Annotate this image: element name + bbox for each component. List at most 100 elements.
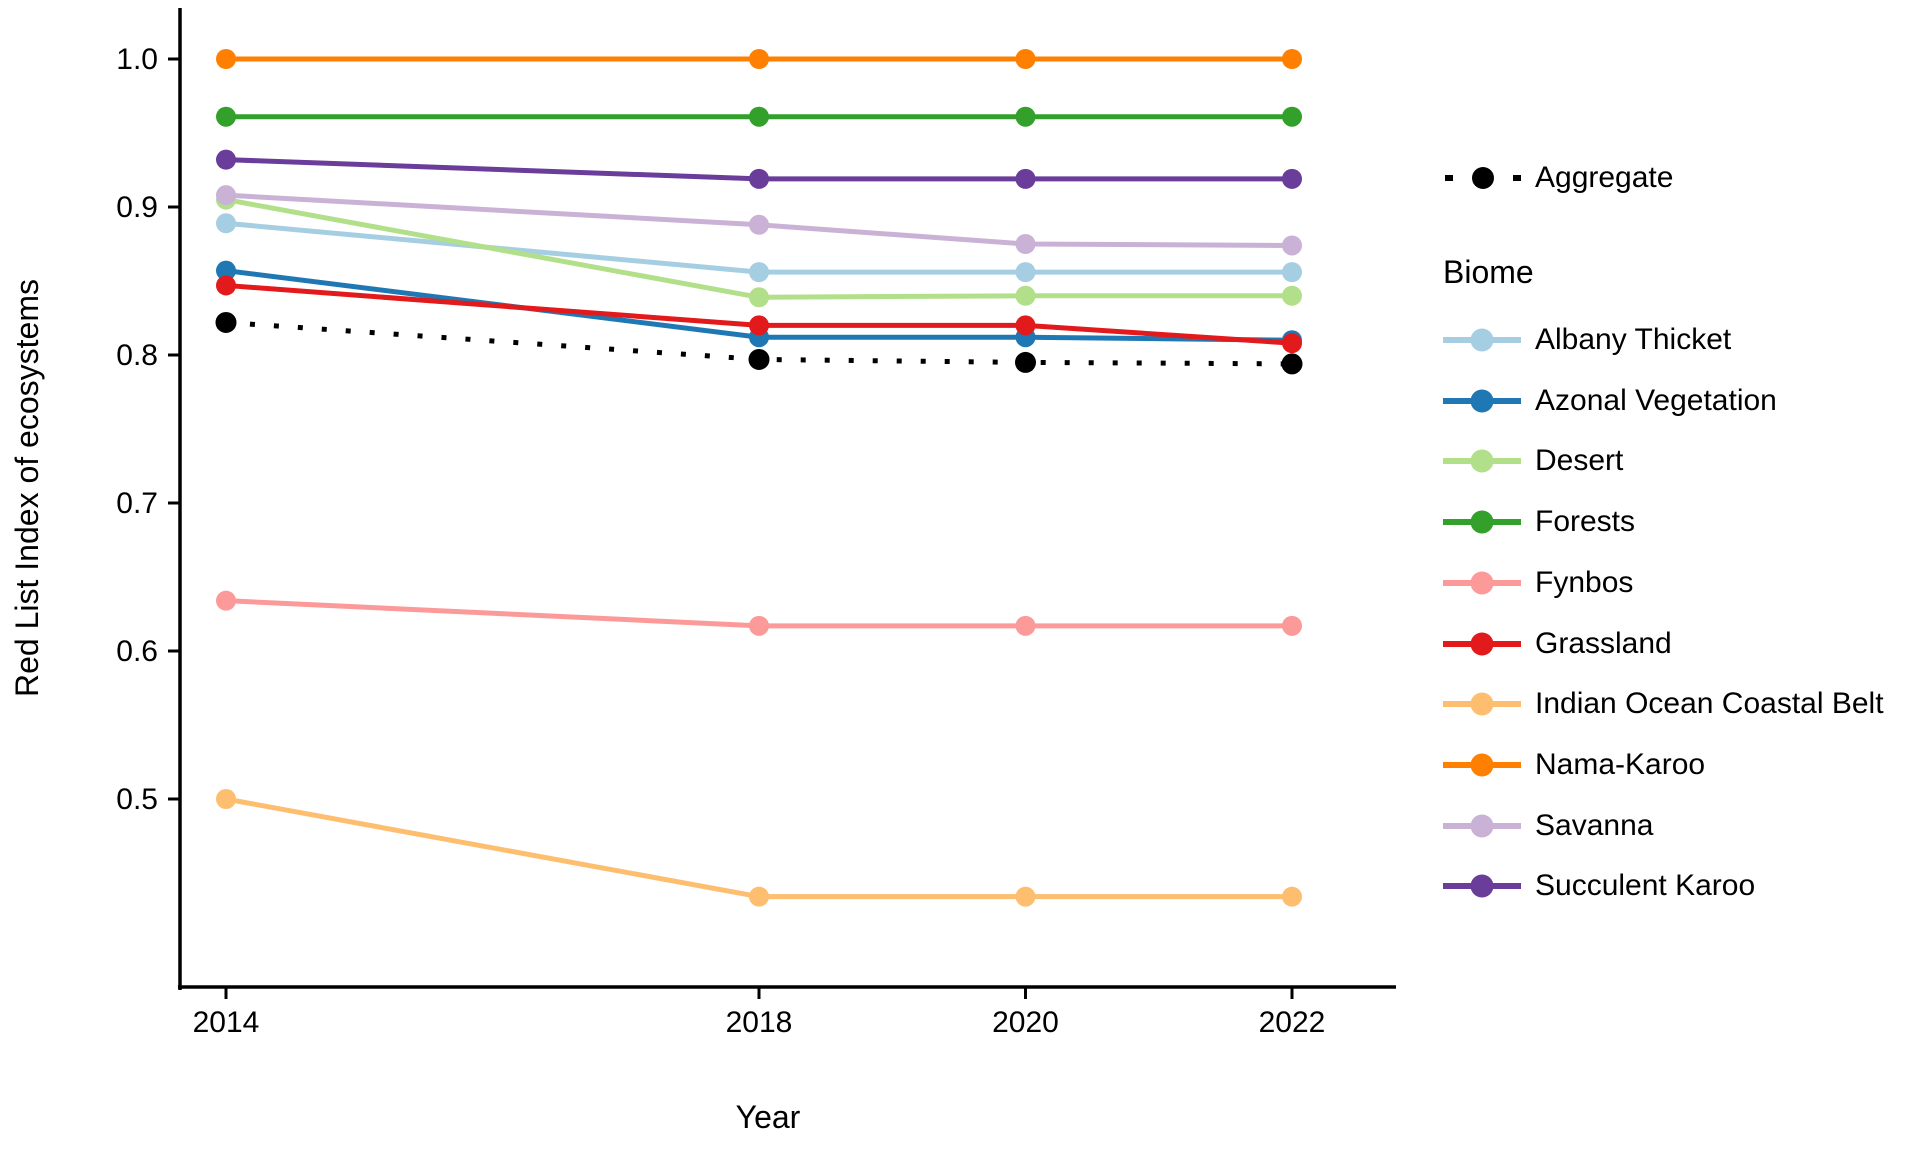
series-points-savanna <box>216 185 1302 256</box>
series-points-fynbos <box>216 590 1302 636</box>
legend-swatch-fynbos-icon <box>1443 571 1521 595</box>
series-points-indian-ocean-coastal-belt <box>216 789 1302 907</box>
legend-swatch-desert-icon <box>1443 449 1521 473</box>
series-points-aggregate <box>215 311 1303 375</box>
data-point <box>216 106 236 127</box>
y-axis-title: Red List Index of ecosystems <box>9 279 45 697</box>
legend-swatch-savanna-icon <box>1443 814 1521 838</box>
legend-key-dot <box>1470 449 1494 473</box>
y-tick-label: 0.7 <box>116 487 158 520</box>
data-point <box>216 590 236 611</box>
data-point <box>1282 333 1302 354</box>
legend-label-indian-ocean-coastal-belt: Indian Ocean Coastal Belt <box>1535 687 1884 721</box>
series-line-grassland <box>225 282 1293 346</box>
y-tick-label: 0.5 <box>116 783 158 816</box>
data-point <box>1015 351 1036 373</box>
legend-item-savanna: Savanna <box>1443 806 1653 846</box>
series-line-desert <box>225 197 1292 300</box>
data-point <box>1015 234 1036 254</box>
data-point <box>1282 615 1302 636</box>
legend-item-indian-ocean-coastal-belt: Indian Ocean Coastal Belt <box>1443 684 1884 724</box>
legend-swatch-indian-ocean-coastal-belt-icon <box>1443 692 1521 716</box>
series-points-albany-thicket <box>216 213 1302 283</box>
legend-swatch-succulent-karoo-icon <box>1443 874 1521 898</box>
data-point <box>1015 285 1036 306</box>
series-line-succulent-karoo <box>225 157 1292 182</box>
legend-label-desert: Desert <box>1535 444 1624 478</box>
data-point <box>749 287 769 308</box>
legend-label-azonal-vegetation: Azonal Vegetation <box>1535 383 1777 417</box>
data-point <box>1015 168 1036 189</box>
legend-key-dot <box>1470 814 1494 838</box>
legend-key-dot <box>1470 510 1494 534</box>
legend-item-aggregate: Aggregate <box>1443 158 1673 198</box>
legend-key-dot <box>1470 753 1494 777</box>
series-points-succulent-karoo <box>216 149 1302 189</box>
data-point <box>1282 168 1302 189</box>
x-axis-title: Year <box>736 1099 801 1135</box>
data-point <box>1015 886 1036 907</box>
legend-item-desert: Desert <box>1443 441 1623 481</box>
legend-item-albany-thicket: Albany Thicket <box>1443 320 1731 360</box>
legend-item-grassland: Grassland <box>1443 624 1672 664</box>
legend-key-dot <box>1470 632 1494 655</box>
legend-swatch-aggregate-icon <box>1445 167 1521 189</box>
series-points-forests <box>216 106 1302 127</box>
legend-title: Biome <box>1443 253 1534 290</box>
legend-item-succulent-karoo: Succulent Karoo <box>1443 866 1755 906</box>
legend-label-aggregate: Aggregate <box>1535 161 1674 194</box>
data-point <box>1282 262 1302 283</box>
series-line-savanna <box>225 192 1293 248</box>
data-point <box>216 49 236 69</box>
x-tick-label: 2020 <box>992 1006 1059 1039</box>
y-tick-label: 0.9 <box>116 191 158 224</box>
data-point <box>216 149 236 170</box>
aggregate-key-dot <box>1472 167 1494 189</box>
data-point <box>1282 886 1302 907</box>
data-point <box>215 311 237 333</box>
series-line-aggregate <box>225 319 1293 367</box>
series-points-nama-karoo <box>216 49 1302 69</box>
legend-key-dot <box>1470 692 1494 716</box>
legend-label-albany-thicket: Albany Thicket <box>1535 323 1732 356</box>
x-tick-label: 2018 <box>726 1006 793 1039</box>
legend-item-fynbos: Fynbos <box>1443 563 1633 603</box>
legend-label-fynbos: Fynbos <box>1535 565 1634 599</box>
legend-swatch-nama-karoo-icon <box>1443 753 1521 777</box>
legend-swatch-azonal-vegetation-icon <box>1443 389 1521 413</box>
data-point <box>749 49 769 69</box>
data-point <box>1282 106 1302 127</box>
data-point <box>1282 235 1302 256</box>
legend-label-nama-karoo: Nama-Karoo <box>1535 747 1706 781</box>
legend-swatch-forests-icon <box>1443 510 1521 534</box>
y-tick-label: 0.8 <box>116 339 158 372</box>
data-point <box>749 262 769 283</box>
data-point <box>1282 49 1302 69</box>
series-line-indian-ocean-coastal-belt <box>225 796 1292 900</box>
legend-label-succulent-karoo: Succulent Karoo <box>1535 869 1756 903</box>
y-tick-label: 0.6 <box>116 635 158 668</box>
data-point <box>1015 315 1036 336</box>
legend-item-forests: Forests <box>1443 502 1635 542</box>
legend-label-grassland: Grassland <box>1535 626 1672 660</box>
legend-key-dot <box>1470 571 1494 595</box>
x-tick-label: 2014 <box>193 1006 260 1039</box>
data-point <box>749 315 769 336</box>
legend-item-azonal-vegetation: Azonal Vegetation <box>1443 381 1777 421</box>
legend-swatch-albany-thicket-icon <box>1443 328 1521 352</box>
legend-key-dot <box>1470 328 1494 352</box>
legend-label-forests: Forests <box>1535 505 1636 539</box>
legend-item-nama-karoo: Nama-Karoo <box>1443 745 1705 785</box>
data-point <box>216 213 236 234</box>
y-tick-label: 1.0 <box>116 43 158 76</box>
data-point <box>1281 353 1303 375</box>
series-points-grassland <box>216 275 1302 354</box>
data-point <box>216 789 236 809</box>
data-point <box>749 615 769 636</box>
data-point <box>748 348 770 370</box>
data-point <box>1282 285 1302 306</box>
data-point <box>749 168 769 189</box>
data-point <box>749 106 769 127</box>
